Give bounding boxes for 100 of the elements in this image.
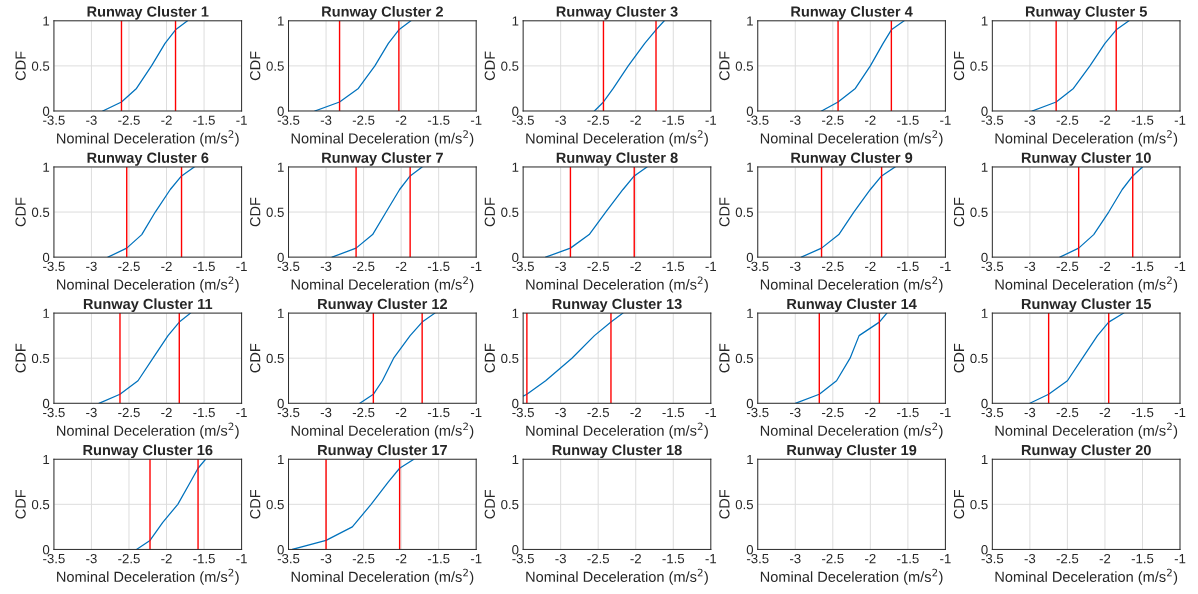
line-series [314, 20, 412, 112]
x-tick-label: -1.5 [662, 261, 685, 272]
line-series [107, 166, 195, 258]
x-tick-label: -3.5 [512, 115, 534, 125]
y-tick-label: 0 [277, 106, 284, 116]
x-tick-label: -1.5 [897, 261, 919, 272]
x-tick-label: -1.5 [1131, 261, 1154, 272]
y-tick-label: 0 [512, 398, 519, 409]
x-tick-label: -2.5 [822, 115, 844, 125]
x-axis-title: Nominal Deceleration (m/s$^{2}$) [57, 422, 239, 439]
x-tick-label: -1.5 [193, 407, 215, 418]
x-tick-label: -1 [236, 554, 247, 564]
y-tick-label: 0 [42, 545, 50, 555]
x-tick-label: -1 [940, 261, 951, 271]
x-axis-title: Nominal Deceleration (m/s$^{2}$) [526, 568, 708, 585]
x-tick-label: -3.5 [43, 553, 65, 564]
chart-title: Runway Cluster 7 [322, 152, 443, 166]
chart-title: Runway Cluster 10 [1021, 152, 1151, 166]
y-tick-label: 0 [746, 252, 754, 263]
x-tick-label: -1.5 [897, 407, 919, 418]
y-axis-title: CDF [484, 489, 495, 519]
x-tick-label: -2 [865, 115, 876, 125]
x-tick-label: -2 [630, 261, 641, 271]
chart-title: Runway Cluster 5 [1025, 6, 1147, 20]
x-tick-label: -3.5 [43, 115, 65, 125]
y-axis-title: CDF [953, 197, 965, 227]
chart-title: Runway Cluster 4 [791, 6, 913, 20]
y-tick-label: 0 [277, 398, 284, 409]
x-tick-label: -2.5 [587, 261, 610, 272]
line-series [545, 166, 648, 258]
x-tick-label: -3 [320, 407, 332, 418]
y-tick-label: 1 [512, 454, 519, 465]
x-tick-label: -1.5 [1131, 407, 1154, 418]
x-axis-title: Nominal Deceleration (m/s$^{2}$) [291, 422, 474, 439]
line-series [102, 20, 189, 112]
x-axis-title: Nominal Deceleration (m/s$^{2}$) [291, 568, 474, 585]
x-axis-title: Nominal Deceleration (m/s$^{2}$) [57, 276, 239, 293]
y-tick-label: 0 [746, 545, 754, 555]
y-tick-label: 1 [981, 308, 988, 318]
y-tick-label: 0 [512, 106, 519, 116]
x-tick-label: -1 [470, 407, 482, 418]
y-tick-label: 0 [512, 252, 519, 263]
x-tick-label: -3 [320, 115, 332, 125]
line-series [98, 313, 192, 404]
x-tick-label: -3 [789, 261, 801, 272]
x-tick-label: -1 [470, 554, 482, 564]
x-tick-label: -2.5 [118, 553, 140, 564]
y-tick-label: 0.5 [31, 61, 50, 71]
y-axis-title: CDF [15, 489, 26, 519]
y-tick-label: 1 [43, 454, 50, 465]
x-tick-label: -3.5 [512, 407, 534, 418]
x-tick-label: -1.5 [427, 115, 450, 125]
y-tick-label: 1 [278, 16, 284, 26]
x-axis-title: Nominal Deceleration (m/s$^{2}$) [760, 276, 943, 293]
x-tick-label: -1.5 [427, 407, 450, 418]
y-tick-label: 1 [747, 454, 753, 465]
x-tick-label: -2 [1099, 553, 1111, 564]
x-tick-label: -3.5 [43, 261, 65, 272]
x-tick-label: -2.5 [118, 407, 140, 418]
chart-title: Runway Cluster 13 [552, 298, 682, 312]
y-tick-label: 0.5 [735, 499, 754, 510]
x-tick-label: -3.5 [981, 261, 1004, 272]
x-axis-title: Nominal Deceleration (m/s$^{2}$) [995, 422, 1178, 439]
y-tick-label: 0 [42, 106, 50, 116]
x-tick-label: -3 [789, 553, 801, 564]
y-axis-title: CDF [15, 343, 26, 373]
y-axis-title: CDF [719, 197, 730, 227]
line-series [135, 459, 207, 550]
x-tick-label: -3 [1024, 553, 1036, 564]
x-tick-label: -3 [1024, 261, 1036, 272]
x-axis-title: Nominal Deceleration (m/s$^{2}$) [995, 568, 1178, 585]
y-tick-label: 0.5 [970, 499, 988, 510]
x-tick-label: -3.5 [512, 553, 534, 564]
y-tick-label: 0 [746, 398, 754, 409]
x-tick-label: -3 [86, 553, 97, 564]
y-tick-label: 0 [981, 252, 988, 263]
x-tick-label: -3.5 [277, 407, 300, 418]
y-axis-title: CDF [953, 343, 965, 373]
x-tick-label: -2 [1099, 115, 1111, 125]
x-tick-label: -3 [555, 407, 566, 418]
x-tick-label: -3.5 [746, 407, 769, 418]
line-series [1029, 313, 1125, 404]
x-tick-label: -3.5 [746, 261, 769, 272]
y-tick-label: 1 [512, 162, 519, 172]
x-tick-label: -3 [86, 261, 97, 272]
chart-title: Runway Cluster 14 [787, 298, 917, 312]
x-tick-label: -3.5 [43, 407, 65, 418]
x-tick-label: -1.5 [897, 115, 919, 125]
y-tick-label: 1 [278, 308, 284, 318]
x-tick-label: -3 [320, 261, 332, 272]
x-tick-label: -1 [1174, 554, 1186, 564]
y-tick-label: 1 [981, 162, 988, 172]
x-tick-label: -2 [395, 261, 407, 271]
line-series [794, 313, 888, 404]
x-tick-label: -2.5 [118, 261, 140, 272]
line-series [800, 166, 896, 258]
line-series [359, 313, 436, 404]
x-tick-label: -3.5 [512, 261, 534, 272]
x-tick-label: -2 [395, 407, 407, 418]
line-series [593, 20, 665, 112]
